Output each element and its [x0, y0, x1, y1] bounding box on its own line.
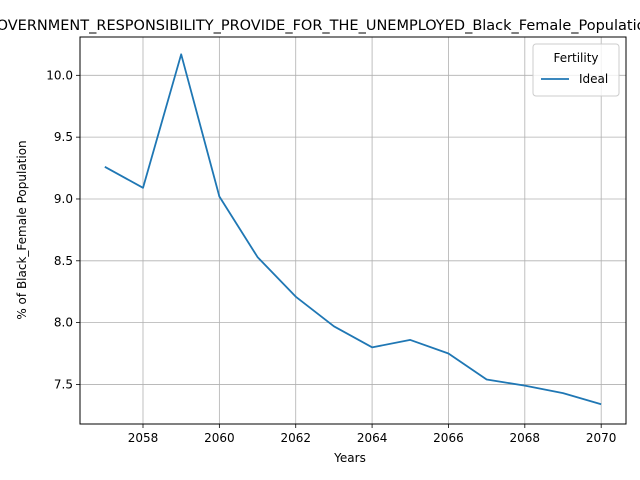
x-tick-label: 2064 — [357, 431, 388, 445]
y-tick-label: 9.5 — [54, 130, 73, 144]
y-tick-label: 9.0 — [54, 192, 73, 206]
legend-box — [532, 43, 620, 97]
legend-entry-label: Ideal — [579, 72, 608, 86]
y-tick-label: 8.5 — [54, 254, 73, 268]
chart-title: GOVERNMENT_RESPONSIBILITY_PROVIDE_FOR_TH… — [0, 18, 640, 34]
plot-frame — [79, 36, 627, 425]
y-tick-label: 8.0 — [54, 316, 73, 330]
grid — [80, 37, 626, 424]
y-axis-ticks: 7.5 8.0 8.5 9.0 9.5 10.0 — [46, 68, 80, 391]
y-tick-label: 7.5 — [54, 377, 73, 391]
y-axis-label: % of Black_Female Population — [15, 140, 29, 319]
x-tick-label: 2068 — [510, 431, 541, 445]
series-line-ideal — [104, 53, 602, 406]
x-axis-label: Years — [333, 451, 366, 465]
y-tick-label: 10.0 — [46, 68, 73, 82]
legend: Fertility Ideal — [532, 43, 620, 97]
series-layer — [104, 53, 602, 406]
x-axis-ticks: 2058 2060 2062 2064 2066 2068 2070 — [128, 424, 617, 445]
x-tick-label: 2070 — [586, 431, 617, 445]
x-tick-label: 2062 — [280, 431, 311, 445]
legend-title: Fertility — [553, 51, 598, 65]
x-tick-label: 2066 — [433, 431, 464, 445]
x-tick-label: 2058 — [128, 431, 159, 445]
x-tick-label: 2060 — [204, 431, 235, 445]
